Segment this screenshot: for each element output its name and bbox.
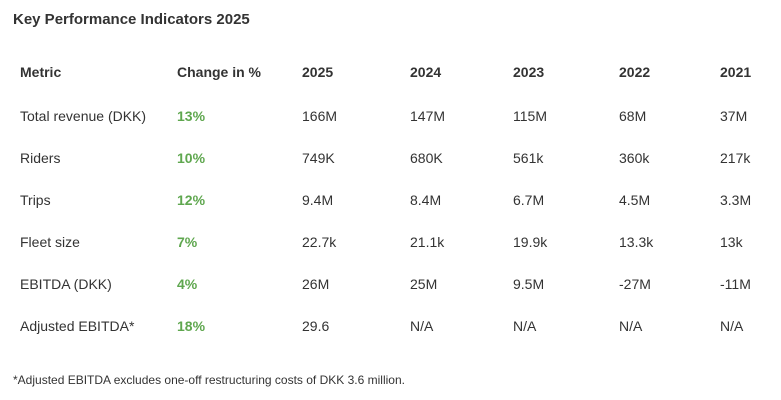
value-cell-2022: N/A bbox=[619, 318, 643, 334]
value-cell-2022: 13.3k bbox=[619, 234, 654, 250]
metric-cell: Total revenue (DKK) bbox=[20, 108, 147, 124]
table-body: Total revenue (DKK) 13% 166M 147M 115M 6… bbox=[13, 108, 768, 360]
table-row: EBITDA (DKK) 4% 26M 25M 9.5M -27M -11M bbox=[13, 276, 768, 318]
value-cell-2023: 9.5M bbox=[513, 276, 545, 292]
value-cell-2024: 680K bbox=[410, 150, 443, 166]
table-row: Trips 12% 9.4M 8.4M 6.7M 4.5M 3.3M bbox=[13, 192, 768, 234]
value-cell-2022: 4.5M bbox=[619, 192, 651, 208]
header-cell-year-2025: 2025 bbox=[302, 64, 334, 80]
value-cell-2023: 561k bbox=[513, 150, 544, 166]
kpi-table: Metric Change in % 2025 2024 2023 2022 2… bbox=[13, 64, 768, 360]
value-cell-2025: 749K bbox=[302, 150, 335, 166]
table-header-row: Metric Change in % 2025 2024 2023 2022 2… bbox=[13, 64, 768, 108]
value-cell-2023: 115M bbox=[513, 108, 547, 124]
value-cell-2022: -27M bbox=[619, 276, 651, 292]
change-percent-cell: 13% bbox=[177, 108, 206, 124]
metric-cell: Fleet size bbox=[20, 234, 80, 250]
value-cell-2022: 68M bbox=[619, 108, 647, 124]
value-cell-2022: 360k bbox=[619, 150, 650, 166]
value-cell-2021: 37M bbox=[720, 108, 748, 124]
metric-cell: EBITDA (DKK) bbox=[20, 276, 112, 292]
change-percent-cell: 12% bbox=[177, 192, 206, 208]
value-cell-2025: 166M bbox=[302, 108, 338, 124]
value-cell-2025: 26M bbox=[302, 276, 330, 292]
page-title: Key Performance Indicators 2025 bbox=[13, 11, 250, 28]
value-cell-2023: N/A bbox=[513, 318, 537, 334]
value-cell-2021: 13k bbox=[720, 234, 743, 250]
metric-cell: Trips bbox=[20, 192, 51, 208]
value-cell-2025: 9.4M bbox=[302, 192, 334, 208]
value-cell-2024: 8.4M bbox=[410, 192, 442, 208]
table-row: Riders 10% 749K 680K 561k 360k 217k bbox=[13, 150, 768, 192]
value-cell-2021: 3.3M bbox=[720, 192, 752, 208]
metric-cell: Adjusted EBITDA* bbox=[20, 318, 135, 334]
value-cell-2021: 217k bbox=[720, 150, 751, 166]
header-cell-year-2024: 2024 bbox=[410, 64, 442, 80]
change-percent-cell: 4% bbox=[177, 276, 198, 292]
header-cell-metric: Metric bbox=[20, 64, 62, 80]
header-cell-change: Change in % bbox=[177, 64, 262, 80]
change-percent-cell: 10% bbox=[177, 150, 206, 166]
change-percent-cell: 18% bbox=[177, 318, 206, 334]
value-cell-2025: 29.6 bbox=[302, 318, 330, 334]
footnote: *Adjusted EBITDA excludes one-off restru… bbox=[13, 373, 405, 387]
table-row: Adjusted EBITDA* 18% 29.6 N/A N/A N/A N/… bbox=[13, 318, 768, 360]
header-cell-year-2023: 2023 bbox=[513, 64, 545, 80]
table-row: Fleet size 7% 22.7k 21.1k 19.9k 13.3k 13… bbox=[13, 234, 768, 276]
value-cell-2024: 25M bbox=[410, 276, 438, 292]
metric-cell: Riders bbox=[20, 150, 61, 166]
value-cell-2025: 22.7k bbox=[302, 234, 337, 250]
change-percent-cell: 7% bbox=[177, 234, 198, 250]
value-cell-2021: N/A bbox=[720, 318, 744, 334]
value-cell-2023: 19.9k bbox=[513, 234, 548, 250]
value-cell-2023: 6.7M bbox=[513, 192, 545, 208]
table-row: Total revenue (DKK) 13% 166M 147M 115M 6… bbox=[13, 108, 768, 150]
value-cell-2021: -11M bbox=[720, 276, 751, 292]
header-cell-year-2021: 2021 bbox=[720, 64, 752, 80]
value-cell-2024: N/A bbox=[410, 318, 434, 334]
value-cell-2024: 21.1k bbox=[410, 234, 445, 250]
value-cell-2024: 147M bbox=[410, 108, 446, 124]
header-cell-year-2022: 2022 bbox=[619, 64, 651, 80]
